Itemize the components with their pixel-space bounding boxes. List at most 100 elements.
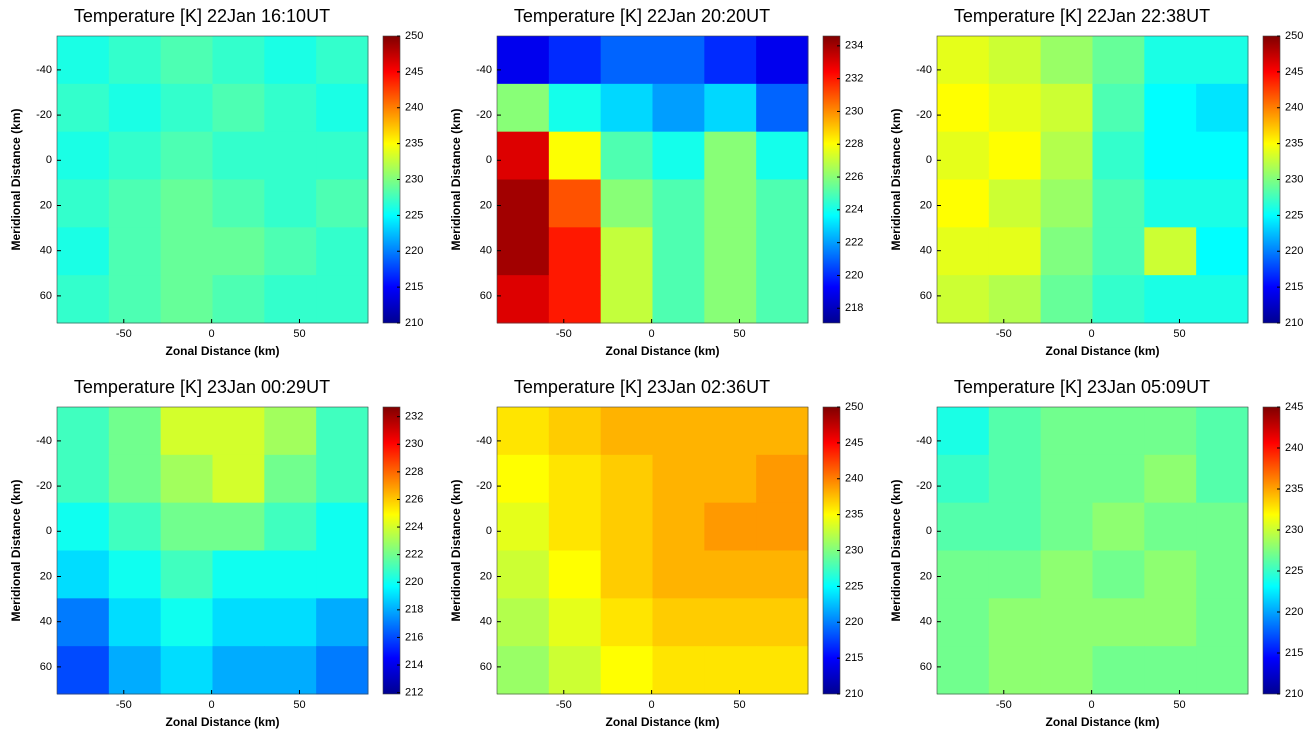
heat-cell: [600, 407, 653, 456]
colorbar-tick-label: 212: [405, 687, 423, 699]
heat-cell: [57, 550, 110, 599]
heat-cell: [160, 131, 213, 180]
heat-cell: [756, 227, 809, 276]
colorbar-tick-label: 245: [1285, 401, 1303, 413]
colorbar-tick-label: 222: [845, 237, 863, 249]
x-tick-label: 50: [733, 699, 745, 711]
y-tick-label: 0: [486, 154, 492, 166]
y-tick-label: 20: [480, 570, 492, 582]
heat-cell: [988, 502, 1042, 551]
colorbar-tick-label: 228: [845, 138, 863, 150]
heat-cell: [108, 83, 162, 133]
y-axis-label: Meridional Distance (km): [449, 479, 463, 621]
colorbar-tick-label: 245: [1285, 66, 1303, 78]
y-tick-label: 40: [920, 616, 932, 628]
heat-cell: [1040, 502, 1093, 551]
heat-cell: [704, 454, 757, 504]
colorbar-tick-label: 225: [845, 580, 863, 592]
colorbar-tick-label: 234: [845, 40, 863, 52]
panel-title: Temperature [K] 23Jan 02:36UT: [514, 377, 770, 397]
heat-cell: [108, 179, 162, 228]
heat-cell: [57, 646, 110, 695]
y-tick-label: 20: [920, 199, 932, 211]
heat-cell: [937, 179, 990, 228]
heat-cell: [316, 454, 369, 504]
heat-cell: [1196, 275, 1249, 324]
heat-cell: [937, 275, 990, 324]
heat-cell: [1092, 227, 1145, 276]
heat-cell: [937, 550, 990, 599]
heat-cell: [1092, 275, 1145, 324]
heat-cell: [1196, 36, 1249, 85]
heat-cell: [57, 36, 110, 85]
colorbar-tick-label: 230: [405, 438, 423, 450]
heat-cell: [1196, 550, 1249, 599]
colorbar-tick-label: 235: [1285, 138, 1303, 150]
heat-cell: [57, 502, 110, 551]
colorbar-tick-label: 210: [1285, 688, 1303, 700]
plot-frame: [56, 406, 369, 695]
heat-cell: [756, 550, 809, 599]
heat-cell: [316, 275, 369, 324]
y-axis-label: Meridional Distance (km): [9, 108, 23, 250]
heat-cell: [497, 646, 550, 695]
heat-cell: [57, 227, 110, 276]
y-tick-label: 60: [920, 290, 932, 302]
heat-cell: [1092, 454, 1145, 504]
heat-cell: [988, 131, 1042, 180]
heat-cell: [1144, 36, 1197, 85]
colorbar-tick-label: 222: [405, 549, 423, 561]
y-tick-label: -40: [476, 64, 492, 76]
heat-cell: [160, 454, 213, 504]
heat-cell: [652, 179, 705, 228]
colorbar-tick-label: 220: [405, 576, 423, 588]
heat-cell: [316, 598, 369, 647]
heat-cell: [600, 598, 653, 647]
colorbar-tick-label: 235: [845, 509, 863, 521]
heat-cell: [1040, 275, 1093, 324]
heat-cell: [108, 550, 162, 599]
y-tick-label: 20: [920, 570, 932, 582]
heat-cell: [600, 227, 653, 276]
heat-cell: [264, 502, 317, 551]
y-tick-label: -40: [916, 64, 932, 76]
x-tick-label: -50: [996, 699, 1012, 711]
heat-cell: [1040, 227, 1093, 276]
heat-cell: [756, 83, 809, 133]
heat-cell: [1144, 179, 1197, 228]
heat-cell: [108, 275, 162, 324]
heat-cell: [600, 83, 653, 133]
colorbar: [822, 35, 841, 324]
colorbar-tick-label: 220: [1285, 606, 1303, 618]
heat-cell: [704, 407, 757, 456]
colorbar-tick-label: 214: [405, 659, 423, 671]
heat-cell: [160, 275, 213, 324]
heat-cell: [316, 227, 369, 276]
x-tick-label: -50: [556, 328, 572, 340]
heat-cell: [316, 83, 369, 133]
heat-cell: [988, 598, 1042, 647]
heat-cell: [1092, 36, 1145, 85]
heat-cell: [988, 83, 1042, 133]
heat-cell: [108, 598, 162, 647]
heat-cell: [108, 407, 162, 456]
heat-cell: [160, 36, 213, 85]
heat-cell: [756, 407, 809, 456]
x-axis-label: Zonal Distance (km): [165, 715, 279, 729]
heat-cell: [264, 179, 317, 228]
heat-cell: [264, 646, 317, 695]
heat-cell: [704, 83, 757, 133]
y-tick-label: -40: [36, 435, 52, 447]
heat-cell: [1092, 131, 1145, 180]
heat-cell: [756, 275, 809, 324]
heat-cell: [704, 36, 757, 85]
colorbar-tick-label: 215: [1285, 281, 1303, 293]
heat-cell: [160, 227, 213, 276]
heat-cell: [652, 454, 705, 504]
y-tick-label: -20: [476, 480, 492, 492]
y-tick-label: -20: [36, 480, 52, 492]
heat-cell: [1144, 131, 1197, 180]
heat-cell: [1040, 598, 1093, 647]
heat-cell: [548, 179, 602, 228]
